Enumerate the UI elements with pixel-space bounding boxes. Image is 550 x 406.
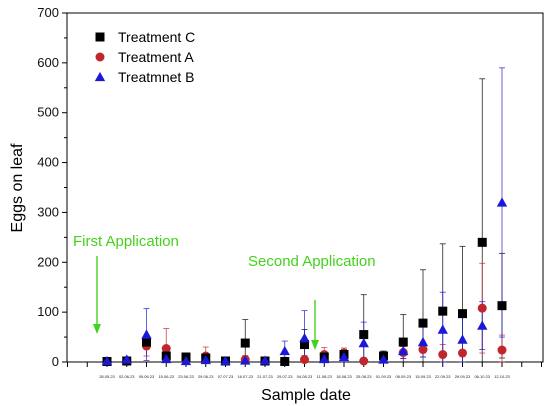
data-point-triangle: [496, 197, 508, 207]
x-tick-label: 08.09.23: [395, 374, 411, 379]
x-tick-label: 18.08.23: [336, 374, 352, 379]
y-tick-label: 200: [37, 254, 59, 269]
data-point-circle: [300, 355, 309, 365]
x-tick-label: 01.09.23: [376, 374, 392, 379]
data-point-triangle: [161, 353, 172, 364]
x-tick-label: 09.06.23: [139, 374, 155, 379]
x-tick-label: 12.10.23: [494, 374, 510, 379]
data-point-square: [300, 340, 309, 350]
data-point-square: [359, 330, 369, 340]
data-point-triangle: [457, 334, 468, 344]
data-point-triangle: [378, 354, 389, 364]
data-point-triangle: [299, 332, 310, 343]
x-tick-label: 11.08.23: [317, 374, 333, 379]
data-point-triangle: [240, 355, 251, 365]
legend-label: Treatmnet B: [118, 69, 195, 85]
data-point-triangle: [417, 336, 429, 347]
data-markers: [101, 197, 508, 367]
x-tick-label: 28.05.23: [99, 374, 115, 379]
data-point-circle: [497, 345, 507, 355]
y-tick-label: 600: [37, 55, 59, 70]
data-point-square: [398, 337, 408, 347]
data-point-triangle: [121, 354, 132, 364]
y-tick-label: 700: [37, 5, 59, 20]
data-point-square: [438, 306, 448, 316]
annotation-arrow-head: [93, 324, 101, 334]
x-tick-label: 21.07.23: [257, 374, 273, 379]
x-tick-label: 07.07.23: [218, 374, 234, 379]
data-point-circle: [477, 303, 487, 313]
data-point-triangle: [101, 355, 113, 366]
annotations: First Application Second Application: [73, 233, 376, 350]
y-tick-label: 400: [37, 155, 59, 170]
plot-border: [66, 12, 544, 363]
y-axis-title: Eggs on leaf: [9, 143, 26, 233]
data-point-triangle: [437, 324, 448, 334]
x-tick-label: 29.07.23: [277, 374, 293, 379]
x-tick-label: 06.10.23: [474, 374, 490, 379]
x-tick-label: 29.09.23: [455, 374, 471, 379]
error-bars: [104, 67, 505, 363]
data-point-square: [458, 309, 467, 319]
plot-frame: [66, 12, 544, 363]
annotation-first-application: First Application: [73, 233, 179, 250]
annotation-arrow-head: [311, 340, 319, 350]
x-axis: 28.05.23 02.06.23 09.06.23 15.06.23 23.06.23…: [67, 362, 542, 379]
data-point-triangle: [180, 355, 192, 366]
data-point-triangle: [477, 320, 488, 330]
data-point-square: [142, 337, 151, 347]
data-point-square: [497, 301, 507, 311]
data-point-circle: [359, 356, 369, 366]
y-tick-label: 100: [37, 304, 59, 319]
data-point-circle: [161, 344, 171, 354]
y-tick-label: 300: [37, 204, 59, 219]
x-axis-title: Sample date: [261, 387, 351, 404]
x-tick-label: 23.06.23: [178, 374, 194, 379]
y-tick-label: 0: [52, 354, 59, 369]
x-tick-label: 29.06.23: [198, 374, 214, 379]
y-tick-label: 500: [37, 105, 59, 120]
data-point-circle: [418, 345, 428, 355]
x-tick-label: 15.09.23: [415, 374, 431, 379]
data-point-square: [240, 338, 250, 348]
data-point-circle: [438, 350, 448, 360]
data-point-square: [477, 237, 487, 247]
data-point-triangle: [358, 337, 369, 348]
legend: Treatment C Treatment A Treatmnet B: [94, 29, 195, 85]
x-tick-label: 25.08.23: [356, 374, 372, 379]
data-point-triangle: [259, 355, 271, 365]
data-point-circle: [458, 348, 467, 358]
data-point-triangle: [220, 355, 231, 366]
legend-marker-circle: [95, 52, 105, 62]
x-tick-label: 02.06.23: [119, 374, 135, 379]
legend-marker-triangle: [94, 71, 106, 82]
annotation-second-application: Second Application: [248, 253, 376, 270]
x-tick-label: 22.09.23: [435, 374, 451, 379]
x-tick-label: 04.08.23: [297, 374, 313, 379]
data-point-triangle: [398, 345, 409, 356]
legend-marker-square: [95, 32, 105, 42]
legend-label: Treatment A: [118, 49, 194, 65]
data-point-square: [418, 318, 428, 328]
data-point-square: [280, 357, 290, 367]
data-point-triangle: [319, 353, 330, 364]
legend-label: Treatment C: [118, 29, 195, 45]
data-point-triangle: [279, 345, 290, 356]
x-tick-label: 15.06.23: [158, 374, 174, 379]
data-point-triangle: [200, 354, 211, 365]
x-tick-label: 16.07.23: [237, 374, 253, 379]
data-point-triangle: [338, 351, 350, 362]
data-point-triangle: [141, 329, 152, 339]
y-axis: 0 100 200 300 400 500 600 700: [37, 5, 67, 369]
